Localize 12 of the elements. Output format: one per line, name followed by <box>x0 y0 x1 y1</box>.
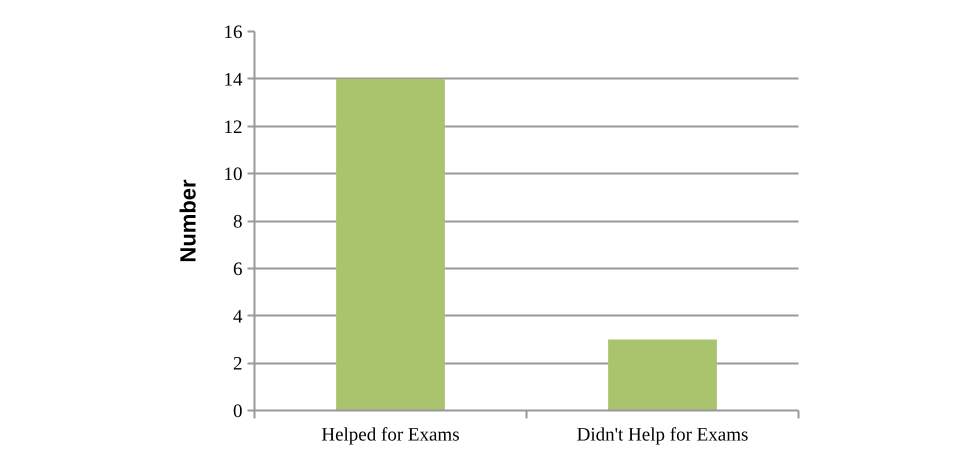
y-tick-label: 12 <box>224 116 242 138</box>
y-tick-label: 6 <box>233 258 242 280</box>
y-tick-label: 14 <box>224 69 243 90</box>
y-tick-label: 4 <box>233 306 243 328</box>
x-tick-label: Helped for Exams <box>321 424 460 446</box>
y-tick-label: 2 <box>233 354 242 375</box>
y-axis-title: Number <box>176 179 200 263</box>
y-tick-label: 0 <box>233 401 242 422</box>
x-tick-label: Didn't Help for Exams <box>576 424 748 446</box>
y-tick-label: 10 <box>224 164 242 186</box>
y-tick-label: 8 <box>233 212 242 232</box>
y-tick-label: 16 <box>224 22 242 43</box>
